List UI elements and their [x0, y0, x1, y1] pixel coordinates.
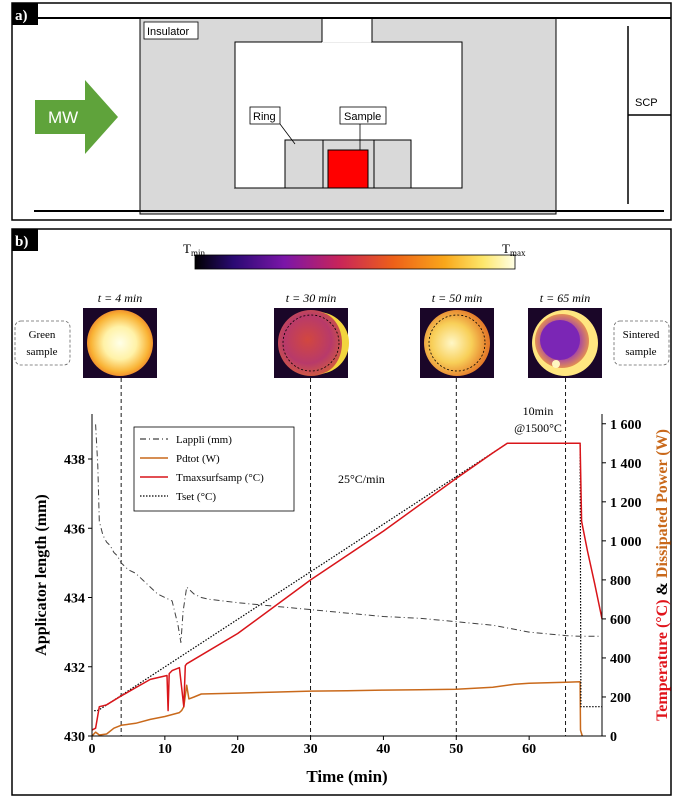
legend-box: [133, 426, 295, 512]
colorbar-max-label: Tmax: [502, 241, 526, 258]
panel-a: Insulator Ring Sample MW SCP a): [11, 2, 672, 221]
thermal-image-t65: [528, 308, 602, 378]
y2-tick-label: 1 400: [610, 457, 642, 472]
x-tick-label: 40: [376, 742, 390, 757]
green-sample-label: sample: [26, 346, 57, 358]
scp-label: SCP: [635, 97, 658, 109]
panel-b-frame: [11, 228, 672, 796]
mw-arrow: [35, 80, 118, 154]
y2-axis-label: Temperature (°C) & Dissipated Power (W): [654, 429, 671, 721]
y2-tick-label: 200: [610, 691, 631, 706]
panel-a-label-box: [12, 3, 38, 25]
sintered-sample-box: [613, 320, 670, 366]
axes-layer: 0 10 20 30 40 50 60 430 432 434 436 438 0 200 400 600 80…: [64, 414, 642, 757]
sintered-sample-label: Sintered: [623, 329, 660, 341]
y2-tick-label: 0: [610, 730, 617, 745]
x-tick-label: 0: [89, 742, 96, 757]
y-tick-label: 438: [64, 453, 85, 468]
colorbar: [194, 254, 516, 270]
panel-a-frame: [11, 2, 672, 221]
connector-lines: [120, 378, 567, 736]
series-lappli: [95, 424, 602, 643]
y2-tick-label: 800: [610, 574, 631, 589]
y-axis-label: Applicator length (mm): [33, 494, 50, 655]
y2-tick-label: 400: [610, 652, 631, 667]
y2-axis-label-power: Dissipated Power (W): [654, 429, 671, 578]
image-time-label: t = 50 min: [432, 291, 482, 305]
legend-entry: Tmaxsurfsamp (°C): [176, 472, 264, 484]
thermal-image-t4: [83, 308, 157, 378]
y2-tick-label: 1 600: [610, 418, 642, 433]
colorbar-min-label: Tmin: [183, 241, 205, 258]
ring-label: Ring: [253, 111, 276, 123]
x-tick-label: 10: [158, 742, 172, 757]
annotation-dwell-temp: @1500°C: [514, 421, 562, 435]
insulator-label: Insulator: [147, 26, 190, 38]
series-layer: [91, 424, 603, 737]
mw-label: MW: [48, 108, 78, 127]
y2-tick-label: 1 200: [610, 496, 642, 511]
y-tick-label: 432: [64, 661, 85, 676]
annotation-ramp: 25°C/min: [338, 472, 385, 486]
series-tmaxsurfsamp: [91, 442, 603, 731]
ring-pointer: [279, 123, 296, 145]
legend-entry: Tset (°C): [176, 491, 216, 503]
y-tick-label: 436: [64, 522, 85, 537]
sample: [327, 149, 369, 189]
legend-entry: Pdtot (W): [176, 453, 220, 465]
ring-label-box: [249, 106, 281, 125]
image-time-label: t = 30 min: [286, 291, 336, 305]
green-sample-label: Green: [29, 329, 56, 341]
chart: 0 10 20 30 40 50 60 430 432 434 436 438 0 200 400 600 80…: [33, 378, 671, 786]
y2-tick-label: 1 000: [610, 535, 642, 550]
y2-tick-label: 600: [610, 613, 631, 628]
image-time-label: t = 65 min: [540, 291, 590, 305]
y2-axis-label-temperature: Temperature (°C): [654, 599, 671, 720]
sample-label: Sample: [344, 111, 381, 123]
x-tick-label: 60: [522, 742, 536, 757]
panel-b: b) Tmin Tmax t = 4 min t = 30 min t = 50…: [11, 228, 672, 796]
green-sample-box: [14, 320, 71, 366]
legend-entry: Lappli (mm): [176, 434, 232, 446]
x-tick-label: 30: [304, 742, 318, 757]
sintered-sample-label: sample: [625, 346, 656, 358]
panel-b-label-box: [12, 229, 38, 251]
x-tick-label: 50: [449, 742, 463, 757]
legend: Lappli (mm) Pdtot (W) Tmaxsurfsamp (°C) …: [133, 426, 295, 512]
panel-a-label: a): [15, 8, 28, 24]
thermal-image-t50: [420, 308, 494, 378]
annotation-dwell: 10min: [523, 404, 554, 418]
thermal-image-t30: [274, 308, 349, 378]
image-time-label: t = 4 min: [98, 291, 142, 305]
panel-b-label: b): [15, 234, 28, 250]
insulator-label-box: [143, 21, 199, 40]
sample-label-box: [339, 106, 387, 125]
x-tick-label: 20: [231, 742, 245, 757]
y2-axis-label-joiner: &: [654, 578, 671, 599]
y-tick-label: 430: [64, 730, 85, 745]
y-tick-label: 434: [64, 592, 85, 607]
series-pdtot: [91, 680, 584, 737]
x-axis-label: Time (min): [306, 767, 387, 786]
